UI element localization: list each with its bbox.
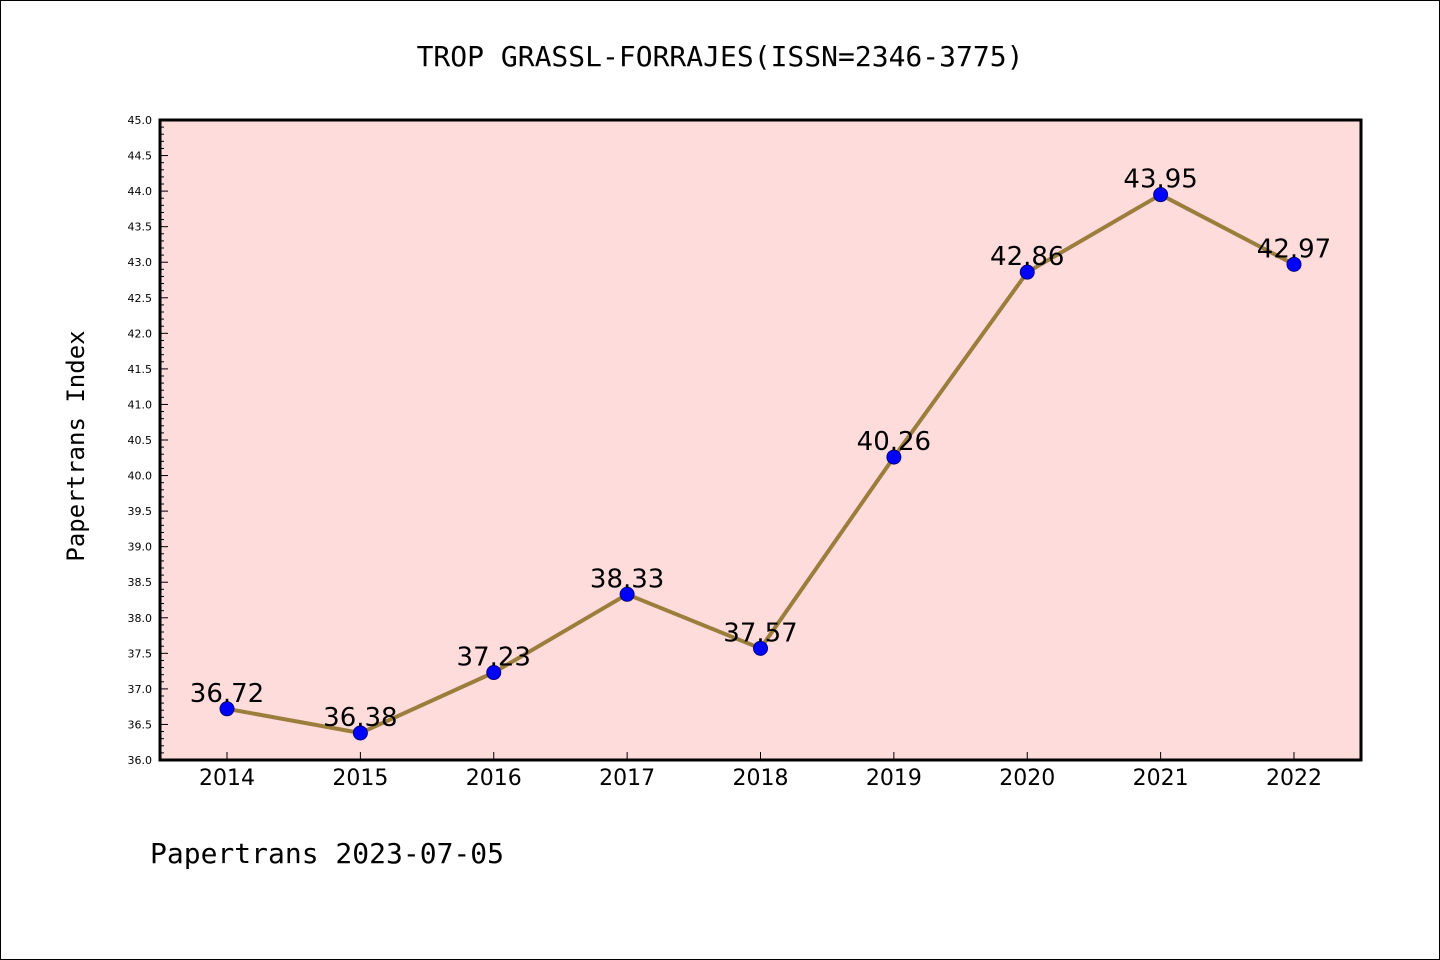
- data-label: 36.38: [323, 703, 397, 733]
- y-tick-label: 43.5: [128, 221, 153, 234]
- plot-border: [158, 118, 1363, 762]
- x-tick-label: 2016: [466, 766, 522, 791]
- plot-area: [160, 120, 1361, 760]
- data-point: [486, 665, 502, 681]
- y-tick-label: 42.5: [128, 292, 153, 305]
- y-tick-label: 36.5: [128, 718, 153, 731]
- data-point: [1286, 256, 1302, 272]
- data-label: 43.95: [1123, 165, 1197, 195]
- x-axis: 2014 2015 2016 2017 2018 2019 2020 2021 2022: [199, 752, 1322, 791]
- data-point: [1153, 187, 1169, 203]
- x-tick-label: 2015: [332, 766, 388, 791]
- y-tick-label: 36.0: [128, 754, 153, 767]
- data-points: [219, 187, 1302, 741]
- data-label: 40.26: [857, 427, 931, 457]
- data-label: 42.86: [990, 242, 1064, 272]
- data-point: [352, 725, 368, 741]
- y-tick-label: 39.0: [128, 541, 153, 554]
- y-tick-label: 37.5: [128, 647, 153, 660]
- x-tick-label: 2018: [733, 766, 789, 791]
- data-label: 37.57: [723, 618, 797, 648]
- footer-text: Papertrans 2023-07-05: [150, 837, 504, 870]
- data-labels: 36.72 36.38 37.23 38.33 37.57 40.26 42.86 43.95…: [190, 165, 1331, 733]
- data-point: [753, 640, 768, 656]
- x-tick-label: 2020: [999, 766, 1055, 791]
- y-tick-label: 38.5: [128, 576, 153, 589]
- y-tick-label: 37.0: [128, 683, 153, 696]
- data-point: [1019, 264, 1035, 280]
- y-tick-label: 41.0: [128, 398, 153, 411]
- y-tick-label: 38.0: [128, 612, 153, 625]
- y-tick-label: 42.0: [128, 327, 153, 340]
- x-tick-label: 2017: [599, 766, 655, 791]
- y-axis-label: Papertrans Index: [62, 330, 90, 561]
- y-tick-label: 41.5: [128, 363, 153, 376]
- x-tick-label: 2019: [866, 766, 922, 791]
- y-tick-label: 40.0: [128, 470, 153, 483]
- y-tick-label: 40.5: [128, 434, 153, 447]
- y-axis: 36.0 36.5 37.0 37.5 38.0 38.5 39.0 39.5 40.0 40.5…: [128, 114, 168, 767]
- data-label: 38.33: [590, 564, 664, 594]
- data-label: 42.97: [1257, 234, 1331, 264]
- data-point: [886, 449, 902, 465]
- data-point: [619, 586, 635, 602]
- data-point: [219, 701, 235, 717]
- data-label: 37.23: [457, 643, 531, 673]
- x-tick-label: 2022: [1266, 766, 1322, 791]
- y-tick-label: 44.0: [128, 185, 153, 198]
- y-tick-label: 39.5: [128, 505, 153, 518]
- x-tick-label: 2021: [1133, 766, 1189, 791]
- y-tick-label: 44.5: [128, 150, 153, 163]
- y-tick-label: 43.0: [128, 256, 153, 269]
- chart-title: TROP GRASSL-FORRAJES(ISSN=2346-3775): [417, 40, 1024, 73]
- x-tick-label: 2014: [199, 766, 255, 791]
- data-label: 36.72: [190, 679, 264, 709]
- y-tick-label: 45.0: [128, 114, 153, 127]
